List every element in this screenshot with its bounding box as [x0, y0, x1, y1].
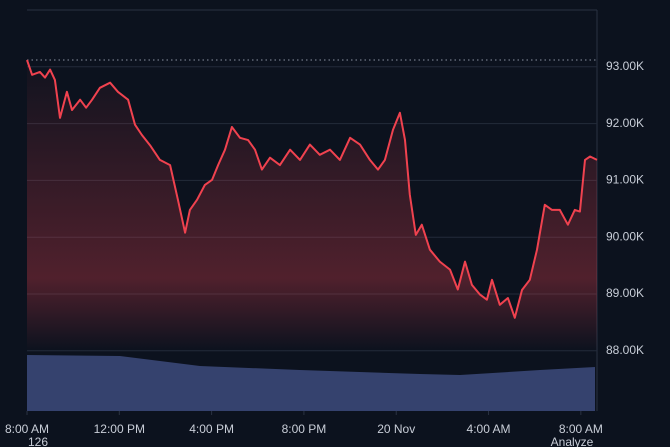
x-tick-label: 12:00 PM — [94, 422, 145, 436]
x-tick-label: 4:00 PM — [189, 422, 234, 436]
x-tick-label: 8:00 AM — [5, 422, 49, 436]
price-line — [26, 59, 598, 319]
y-tick-label: 92.00K — [606, 116, 644, 130]
y-tick-label: 91.00K — [606, 173, 644, 187]
area — [27, 60, 597, 351]
x-tick-label: 4:00 AM — [467, 422, 511, 436]
y-tick-label: 93.00K — [606, 59, 644, 73]
footer-left: 126 — [28, 435, 48, 447]
x-tick-label: 8:00 AM — [559, 422, 603, 436]
footer-right: Analyze — [551, 435, 594, 447]
volume-band — [27, 355, 595, 411]
x-tick-label: 8:00 PM — [282, 422, 327, 436]
y-tick-label: 90.00K — [606, 229, 644, 243]
y-tick-label: 89.00K — [606, 286, 644, 300]
x-tick-label: 20 Nov — [377, 422, 415, 436]
y-tick-label: 88.00K — [606, 343, 644, 357]
